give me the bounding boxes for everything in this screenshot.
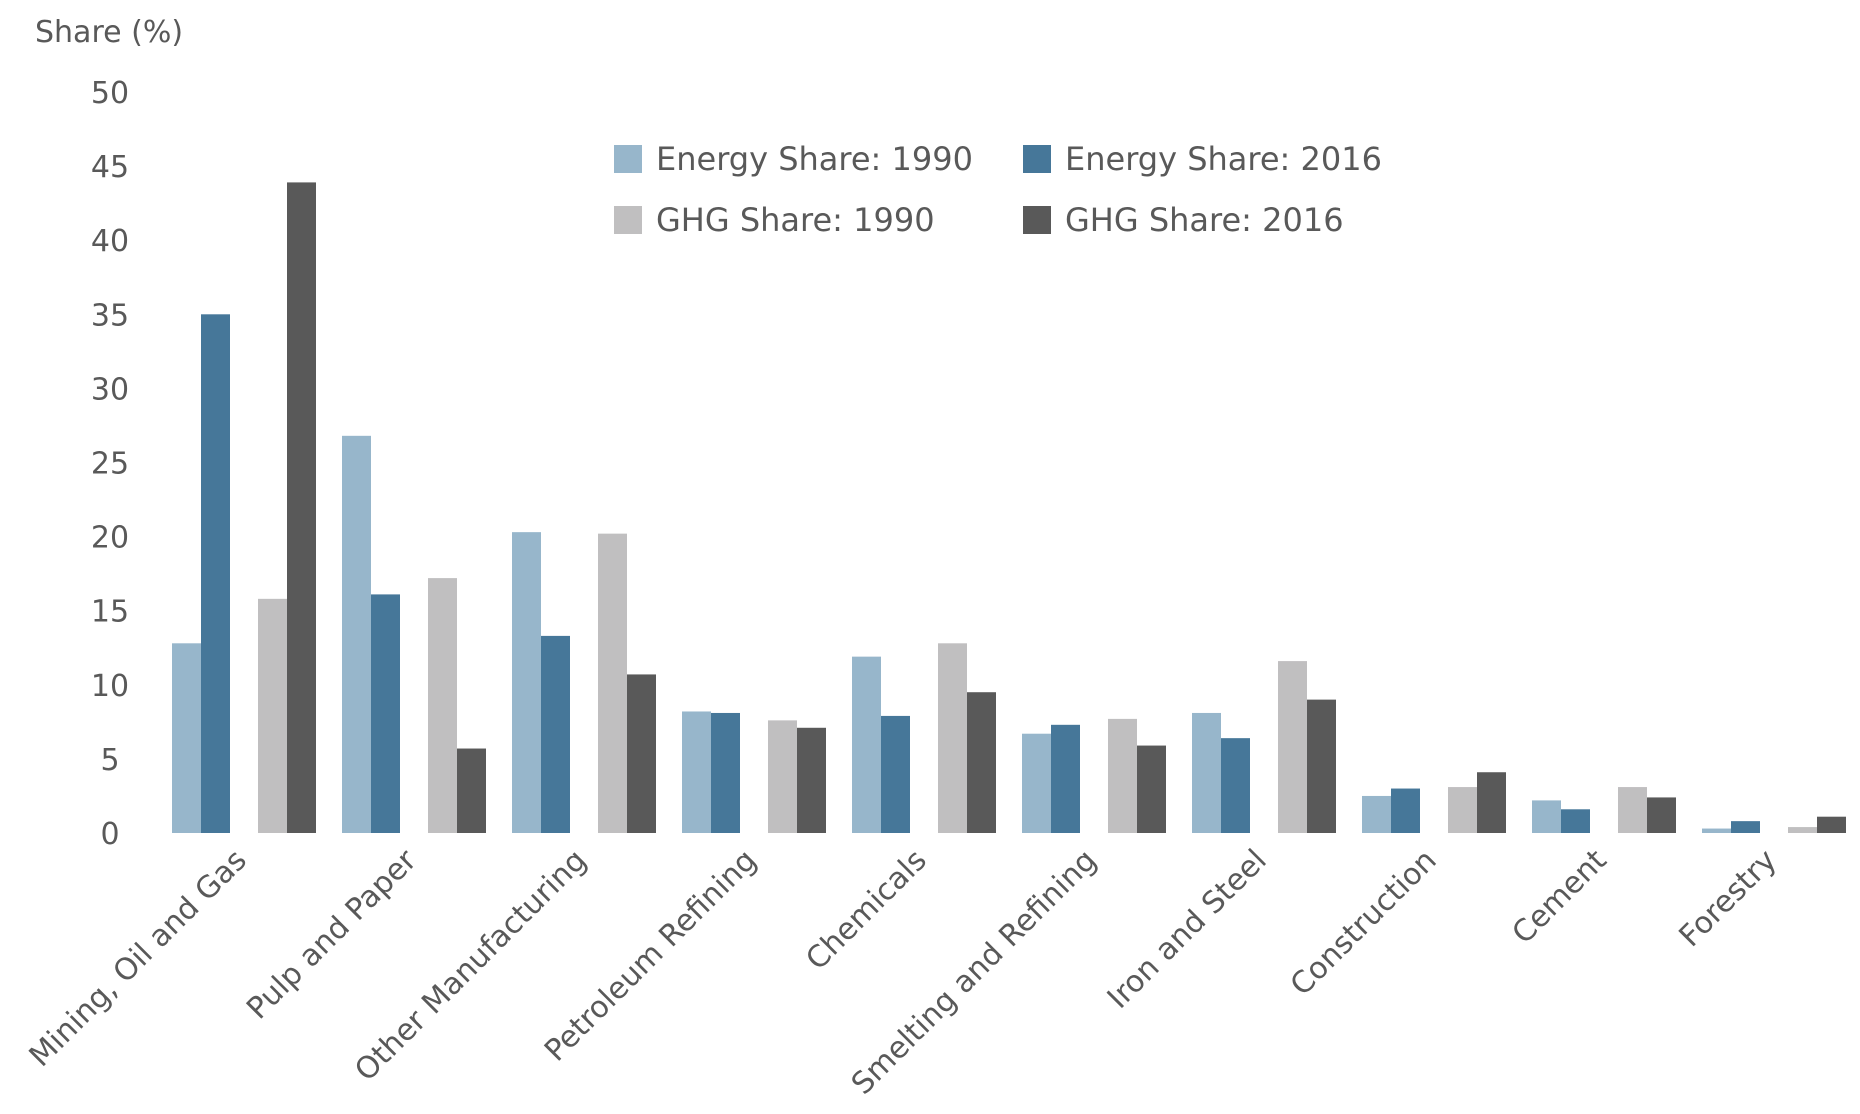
legend-swatch-energy-share-2016 (1023, 145, 1051, 173)
legend: Energy Share: 1990 Energy Share: 2016 GHG … (614, 140, 1382, 239)
bar-energy-share-1990-other-manufacturing (512, 532, 541, 833)
bar-ghg-share-2016-petroleum-refining (797, 727, 826, 833)
bar-ghg-share-2016-forestry (1817, 816, 1846, 833)
bar-energy-share-1990-construction (1362, 795, 1391, 833)
y-tick-label: 25 (91, 447, 129, 482)
legend-label-ghg-share-2016: GHG Share: 2016 (1065, 201, 1344, 239)
bar-energy-share-2016-mining-oil-and-gas (201, 314, 230, 833)
legend-swatch-ghg-share-1990 (614, 206, 642, 234)
x-tick-label-chemicals: Chemicals (799, 843, 933, 977)
bar-energy-share-1990-iron-and-steel (1192, 712, 1221, 833)
y-tick-label: 0 (100, 817, 119, 852)
bar-energy-share-1990-forestry (1702, 828, 1731, 833)
bar-energy-share-1990-smelting-and-refining (1022, 733, 1051, 833)
bar-energy-share-2016-iron-and-steel (1221, 738, 1250, 833)
y-tick-label: 15 (91, 595, 129, 630)
bar-ghg-share-2016-chemicals (967, 692, 996, 833)
bar-ghg-share-2016-iron-and-steel (1307, 699, 1336, 833)
bar-ghg-share-1990-smelting-and-refining (1108, 718, 1137, 833)
bar-ghg-share-2016-mining-oil-and-gas (287, 182, 316, 834)
y-tick-label: 35 (91, 298, 129, 333)
bar-ghg-share-2016-other-manufacturing (627, 674, 656, 833)
bar-ghg-share-2016-pulp-and-paper (457, 748, 486, 833)
legend-label-energy-share-1990: Energy Share: 1990 (656, 140, 973, 178)
x-tick-label-iron-and-steel: Iron and Steel (1101, 843, 1274, 1016)
bar-ghg-share-1990-petroleum-refining (768, 720, 797, 833)
bar-ghg-share-2016-cement (1647, 797, 1676, 833)
y-tick-label: 40 (91, 224, 129, 259)
y-tick-label: 50 (91, 76, 129, 111)
bar-energy-share-1990-cement (1532, 800, 1561, 833)
x-tick-label-mining-oil-and-gas: Mining, Oil and Gas (23, 843, 254, 1074)
x-tick-label-forestry: Forestry (1673, 843, 1784, 954)
y-axis-label: Share (%) (35, 15, 183, 50)
bars-group (172, 182, 1846, 834)
bar-energy-share-1990-chemicals (852, 656, 881, 833)
bar-ghg-share-1990-pulp-and-paper (428, 578, 457, 833)
x-tick-label-construction: Construction (1284, 843, 1444, 1003)
bar-energy-share-2016-chemicals (881, 715, 910, 833)
bar-ghg-share-1990-other-manufacturing (598, 533, 627, 833)
bar-ghg-share-1990-cement (1618, 787, 1647, 833)
bar-energy-share-1990-mining-oil-and-gas (172, 643, 201, 833)
y-tick-label: 30 (91, 372, 129, 407)
y-tick-label: 5 (100, 743, 119, 778)
bar-energy-share-2016-other-manufacturing (541, 635, 570, 833)
x-tick-label-cement: Cement (1506, 843, 1614, 951)
bar-energy-share-2016-smelting-and-refining (1051, 724, 1080, 833)
bar-energy-share-2016-forestry (1731, 821, 1760, 833)
bar-ghg-share-2016-construction (1477, 772, 1506, 833)
y-tick-label: 20 (91, 521, 129, 556)
x-tick-label-pulp-and-paper: Pulp and Paper (240, 842, 424, 1026)
legend-label-ghg-share-1990: GHG Share: 1990 (656, 201, 935, 239)
bar-ghg-share-1990-construction (1448, 787, 1477, 833)
y-tick-label: 45 (91, 150, 129, 185)
bar-energy-share-2016-petroleum-refining (711, 712, 740, 833)
y-axis-ticks: 0 5 10 15 20 25 30 35 40 45 50 (91, 76, 129, 852)
legend-swatch-ghg-share-2016 (1023, 206, 1051, 234)
bar-ghg-share-1990-chemicals (938, 643, 967, 833)
bar-energy-share-2016-pulp-and-paper (371, 594, 400, 833)
legend-swatch-energy-share-1990 (614, 145, 642, 173)
bar-energy-share-1990-petroleum-refining (682, 711, 711, 833)
bar-ghg-share-1990-mining-oil-and-gas (258, 598, 287, 833)
bar-ghg-share-2016-smelting-and-refining (1137, 745, 1166, 833)
bar-ghg-share-1990-forestry (1788, 827, 1817, 833)
bar-energy-share-1990-pulp-and-paper (342, 435, 371, 833)
bar-energy-share-2016-construction (1391, 788, 1420, 833)
legend-label-energy-share-2016: Energy Share: 2016 (1065, 140, 1382, 178)
y-tick-label: 10 (91, 669, 129, 704)
bar-ghg-share-1990-iron-and-steel (1278, 661, 1307, 833)
bar-energy-share-2016-cement (1561, 809, 1590, 833)
